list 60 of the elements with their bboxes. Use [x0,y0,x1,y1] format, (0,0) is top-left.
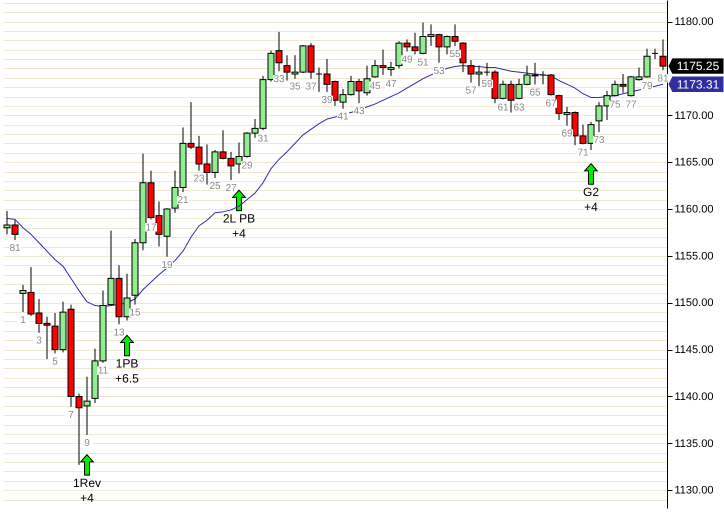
x-tick-label: 73 [593,135,605,146]
x-tick-label: 25 [209,181,221,192]
x-tick-label: 17 [145,222,157,234]
text: 1173.31 [676,77,720,92]
annotation: 1Rev +4 [72,476,102,505]
x-tick-label: 37 [305,82,317,93]
x-tick-label: 29 [241,160,253,172]
x-tick-label: 57 [465,85,477,96]
x-tick-label: 67 [545,98,557,110]
x-tick-label: 81 [9,242,21,254]
x-tick-label: 41 [337,112,349,123]
x-tick-label: 3 [36,336,42,347]
x-tick-label: 63 [513,102,525,114]
y-tick-label: 1180.00 [674,16,714,28]
text: 1175.25 [676,59,720,74]
candlestick [460,42,466,73]
x-tick-label: 51 [417,57,429,68]
x-tick-label: 9 [84,438,90,449]
x-tick-label: 31 [257,133,269,144]
y-tick-label: 1160.00 [674,204,714,216]
y-tick-label: 1150.00 [674,297,714,310]
x-tick-label: 55 [449,48,461,60]
x-tick-label: 21 [177,195,189,206]
y-tick-label: 1130.00 [674,484,714,497]
x-tick-label: 53 [433,66,445,77]
x-tick-label: 35 [289,82,301,93]
x-tick-label: 43 [353,106,365,118]
x-tick-label: 71 [577,147,589,158]
x-tick-label: 75 [609,100,621,111]
x-tick-label: 27 [225,182,237,194]
x-tick-label: 11 [98,366,109,377]
candlestick [652,48,658,60]
y-tick-label: 1140.00 [674,390,714,403]
x-tick-label: 5 [52,356,58,368]
x-tick-label: 13 [113,327,125,338]
x-tick-label: 61 [497,102,509,114]
x-tick-label: 15 [129,308,141,319]
y-tick-label: 1145.00 [674,344,714,356]
x-tick-label: 65 [529,87,541,98]
annotation: G2 +4 [582,184,600,214]
annotation: 2L PB +4 [222,211,256,240]
x-tick-label: 33 [273,74,285,86]
x-tick-label: 1 [20,315,26,326]
y-tick-label: 1135.00 [674,438,714,450]
x-tick-label: 69 [561,128,573,140]
x-tick-label: 59 [481,78,493,90]
x-tick-label: 39 [321,94,333,106]
x-tick-label: 47 [385,78,397,90]
x-tick-label: 81 [657,73,669,84]
x-tick-label: 23 [193,174,205,185]
y-tick-label: 1170.00 [674,110,714,122]
annotation: 1PB +6.5 [115,356,140,386]
x-tick-label: 19 [161,260,173,271]
y-tick-label: 1165.00 [674,156,714,169]
y-tick-label: 1155.00 [674,250,714,262]
x-tick-label: 77 [625,100,637,111]
x-tick-label: 49 [401,54,413,66]
x-tick-label: 79 [641,80,653,92]
x-tick-label: 7 [68,410,74,421]
x-tick-label: 45 [369,80,381,92]
